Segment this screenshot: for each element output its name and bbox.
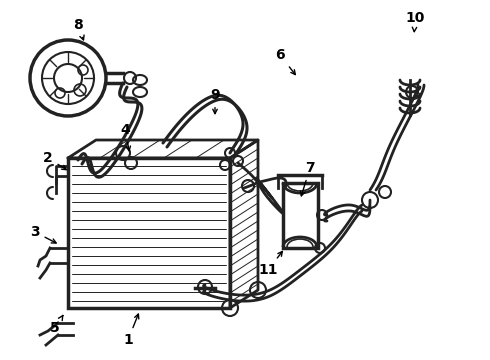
Text: 5: 5 — [50, 315, 63, 335]
Text: 3: 3 — [30, 225, 56, 243]
Bar — [283, 183, 318, 248]
Text: 10: 10 — [405, 11, 425, 32]
Text: 6: 6 — [275, 48, 295, 75]
Text: 7: 7 — [300, 161, 315, 196]
Text: 11: 11 — [258, 251, 282, 277]
Bar — [68, 158, 230, 308]
Text: 8: 8 — [73, 18, 84, 40]
Text: 1: 1 — [123, 314, 139, 347]
Text: 9: 9 — [210, 88, 220, 114]
Text: 4: 4 — [120, 123, 130, 151]
Text: 2: 2 — [43, 151, 66, 170]
